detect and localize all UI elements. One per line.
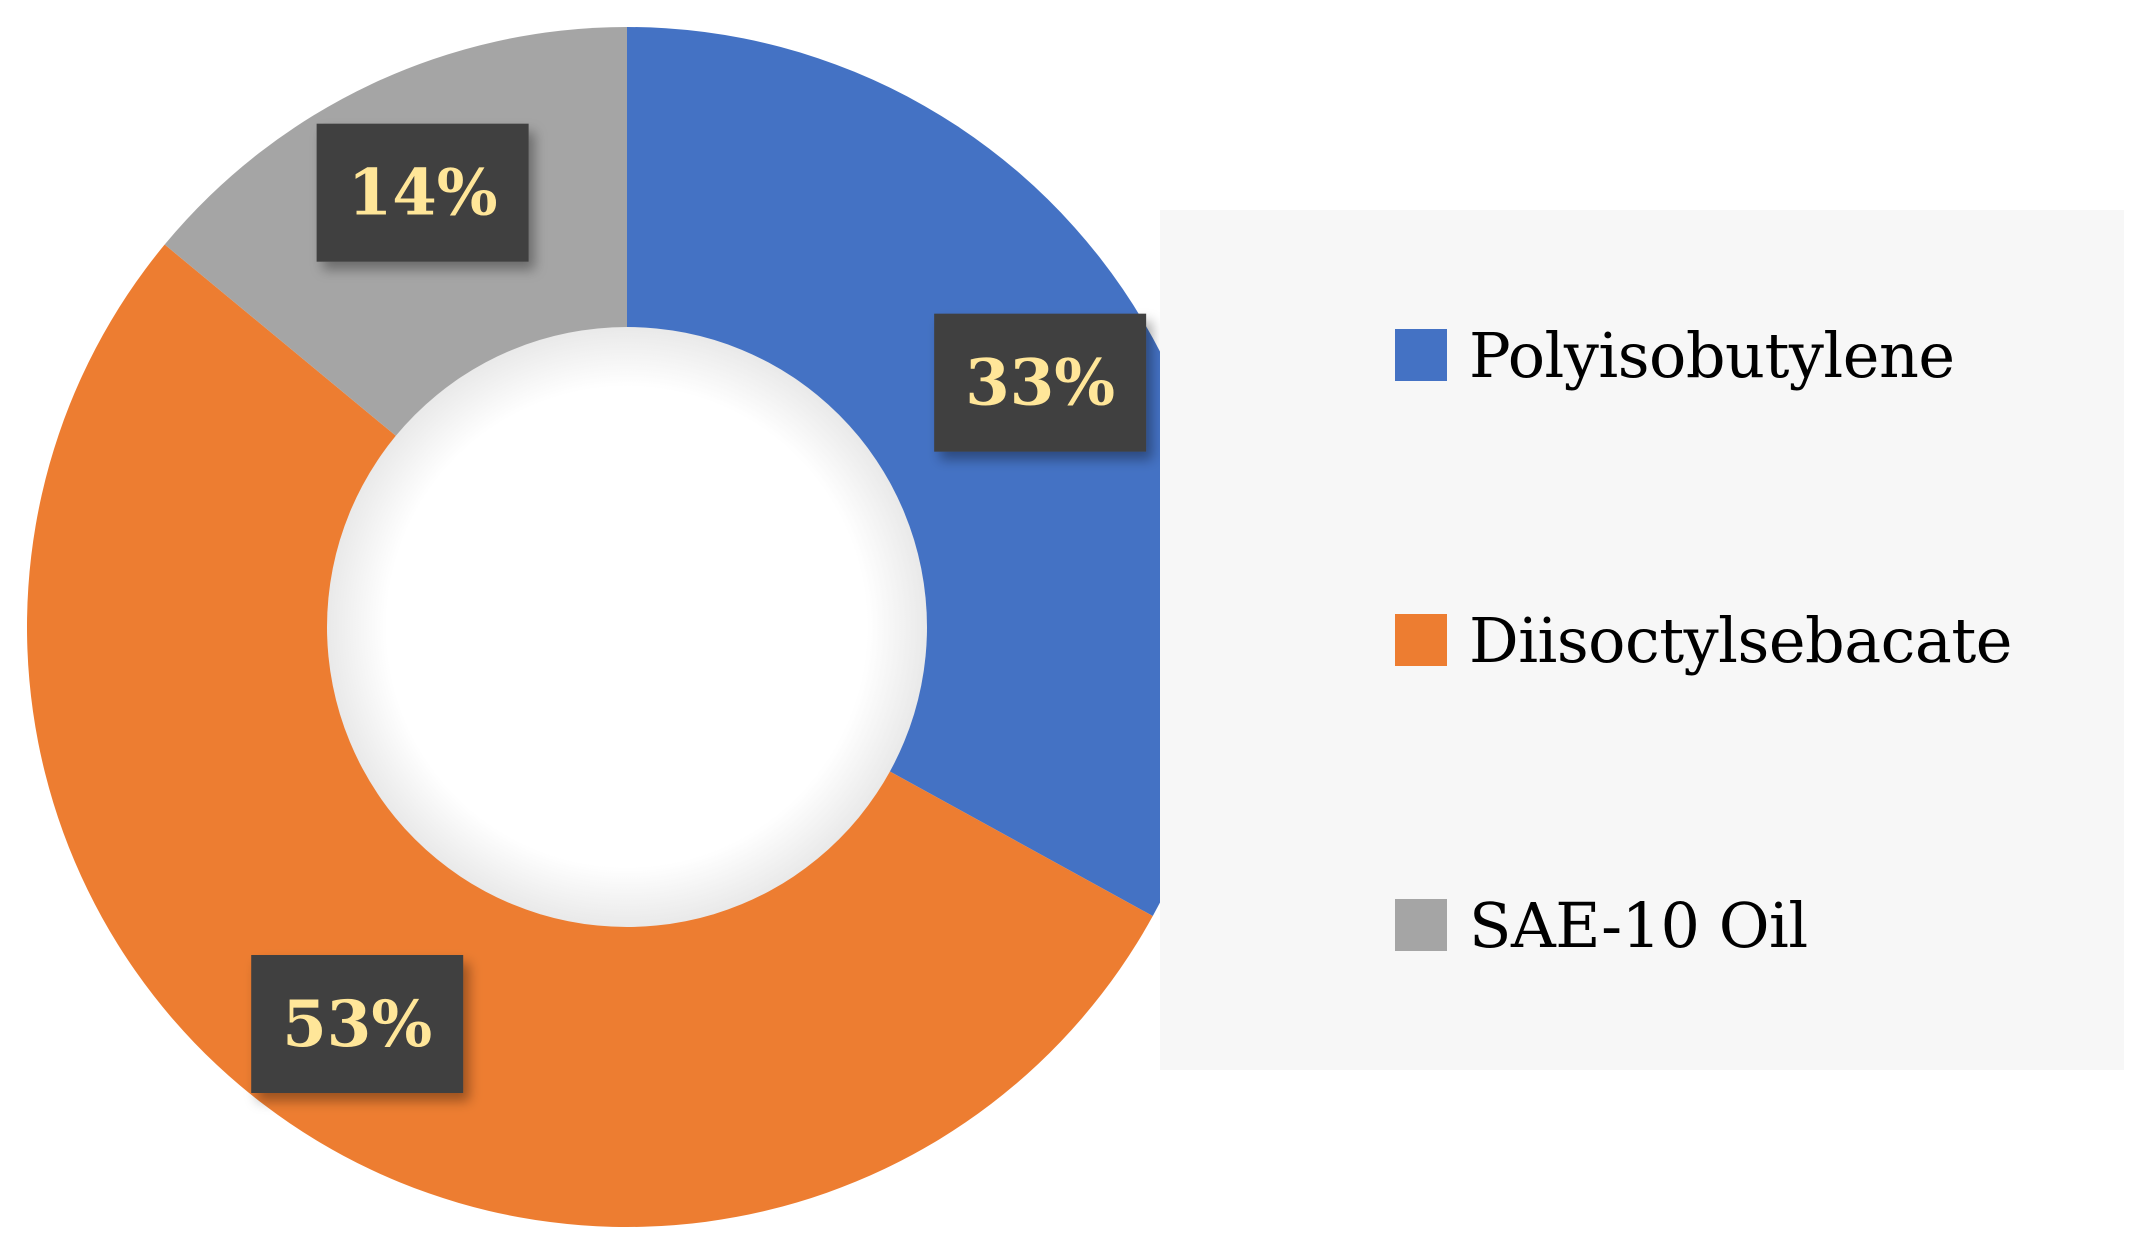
legend-swatch-sae-10-oil xyxy=(1395,899,1447,951)
legend: Polyisobutylene Diisoctylsebacate SAE-10… xyxy=(1160,210,2124,1070)
data-label-sae-10-oil: 14% xyxy=(316,123,529,262)
data-label-text: 33% xyxy=(965,346,1115,421)
legend-item-diisoctylsebacate: Diisoctylsebacate xyxy=(1395,590,2012,690)
legend-item-sae-10-oil: SAE-10 Oil xyxy=(1395,875,1808,975)
data-label-box xyxy=(316,123,529,262)
data-label-box xyxy=(934,313,1147,452)
legend-label-diisoctylsebacate: Diisoctylsebacate xyxy=(1469,603,2012,677)
data-labels-layer: 33% 53% 14% xyxy=(251,123,1147,1093)
legend-label-sae-10-oil: SAE-10 Oil xyxy=(1469,888,1808,962)
data-label-box xyxy=(251,954,464,1093)
legend-swatch-diisoctylsebacate xyxy=(1395,614,1447,666)
data-label-polyisobutylene: 33% xyxy=(934,313,1147,452)
data-label-text: 14% xyxy=(348,156,498,231)
data-label-diisoctylsebacate: 53% xyxy=(251,954,464,1093)
legend-label-polyisobutylene: Polyisobutylene xyxy=(1469,318,1955,392)
legend-item-polyisobutylene: Polyisobutylene xyxy=(1395,305,1955,405)
legend-swatch-polyisobutylene xyxy=(1395,329,1447,381)
donut-hole xyxy=(327,327,927,927)
data-label-text: 53% xyxy=(282,987,432,1062)
